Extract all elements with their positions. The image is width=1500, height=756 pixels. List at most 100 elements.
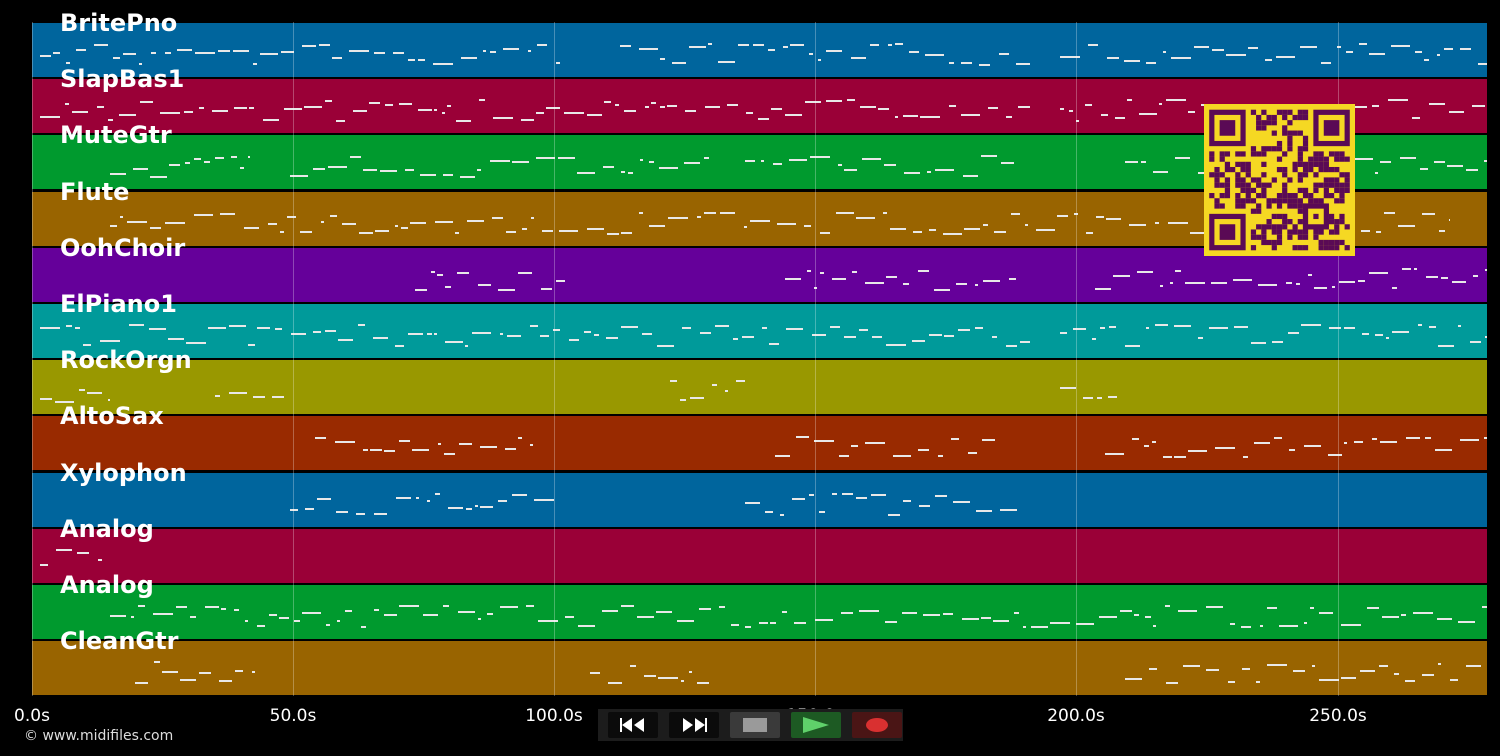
note-event: [384, 614, 397, 616]
note-event: [1097, 397, 1102, 400]
note-event: [408, 59, 415, 61]
note-event: [903, 282, 909, 285]
note-event: [660, 106, 665, 109]
note-event: [195, 52, 215, 54]
note-event: [909, 51, 919, 53]
note-event: [644, 675, 656, 678]
track-lane[interactable]: [32, 416, 1487, 471]
note-event: [1198, 337, 1203, 339]
note-event: [66, 62, 70, 64]
note-event: [935, 494, 947, 497]
note-event: [553, 329, 560, 331]
note-event: [884, 164, 896, 167]
note-event: [1057, 214, 1068, 217]
track-label: Analog: [60, 514, 154, 543]
note-event: [1450, 679, 1458, 682]
note-event: [564, 112, 584, 115]
copyright-text: © www.midifiles.com: [24, 728, 174, 744]
track-lane[interactable]: [32, 528, 1487, 583]
note-event: [500, 333, 503, 335]
rewind-button[interactable]: [608, 712, 658, 738]
note-event: [1201, 104, 1206, 107]
note-event: [1132, 438, 1139, 441]
note-event: [620, 45, 631, 47]
track-lane[interactable]: [32, 585, 1487, 639]
note-event: [794, 622, 806, 624]
play-button[interactable]: [791, 712, 841, 738]
note-event: [455, 231, 459, 234]
note-event: [490, 160, 510, 163]
note-event: [457, 271, 469, 274]
note-event: [1145, 616, 1151, 618]
note-event: [1362, 333, 1369, 335]
time-gridline: [32, 22, 33, 696]
note-event: [472, 332, 491, 334]
track-lane[interactable]: [32, 304, 1487, 358]
note-event: [961, 62, 972, 64]
note-event: [521, 119, 534, 122]
track-lane[interactable]: [32, 472, 1487, 527]
note-event: [1413, 612, 1433, 614]
note-event: [287, 215, 296, 218]
note-event: [363, 169, 377, 172]
note-event: [290, 175, 308, 178]
note-event: [1401, 614, 1406, 616]
note-event: [1105, 453, 1124, 456]
note-event: [715, 325, 729, 327]
note-event: [1422, 674, 1434, 677]
note-event: [165, 221, 185, 224]
note-event: [1228, 681, 1235, 684]
note-event: [1125, 161, 1138, 164]
track-lane[interactable]: [32, 360, 1487, 415]
note-event: [1095, 287, 1111, 290]
note-event: [415, 288, 427, 291]
note-event: [1233, 278, 1252, 281]
note-event: [434, 109, 437, 112]
note-event: [1466, 169, 1478, 172]
note-event: [953, 500, 970, 503]
note-event: [129, 324, 144, 326]
note-event: [418, 109, 432, 112]
note-event: [401, 226, 408, 229]
note-event: [782, 611, 787, 613]
note-event: [944, 335, 954, 337]
note-event: [1137, 270, 1153, 273]
record-button[interactable]: [852, 712, 902, 738]
note-event: [229, 325, 246, 327]
note-event: [405, 169, 414, 172]
note-event: [138, 605, 145, 607]
note-event: [541, 287, 552, 290]
track-lane[interactable]: [32, 23, 1487, 77]
note-event: [507, 335, 521, 337]
note-event: [558, 157, 575, 160]
note-event: [1168, 221, 1188, 224]
note-event: [1402, 267, 1411, 270]
note-event: [1472, 105, 1485, 108]
note-event: [1422, 212, 1435, 215]
note-event: [1458, 325, 1461, 327]
note-event: [1011, 212, 1020, 215]
note-event: [194, 158, 201, 161]
note-event: [1447, 165, 1463, 168]
note-event: [925, 54, 944, 56]
note-event: [773, 163, 782, 166]
note-event: [108, 399, 110, 402]
note-event: [1388, 99, 1408, 102]
note-event: [1188, 111, 1195, 114]
note-event: [1260, 625, 1263, 627]
fast-forward-button[interactable]: [669, 712, 719, 738]
note-event: [670, 380, 677, 383]
note-event: [412, 449, 429, 452]
note-event: [758, 118, 769, 121]
time-tick-label: 0.0s: [14, 706, 50, 726]
note-event: [587, 114, 602, 117]
note-event: [1394, 673, 1399, 676]
stop-button[interactable]: [730, 712, 780, 738]
note-event: [865, 281, 884, 284]
note-event: [1074, 212, 1078, 215]
note-event: [1206, 669, 1219, 672]
track-lane[interactable]: [32, 247, 1487, 302]
note-event: [885, 621, 897, 623]
note-event: [762, 327, 767, 329]
note-event: [577, 172, 595, 175]
